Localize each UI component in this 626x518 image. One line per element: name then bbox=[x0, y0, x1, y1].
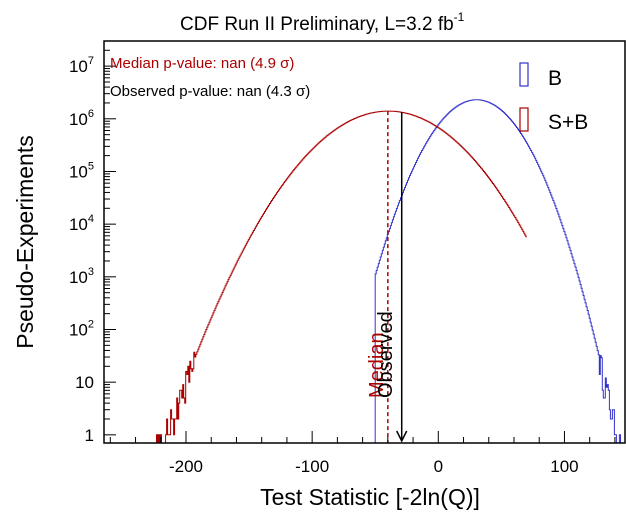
y-tick-label: 102 bbox=[69, 318, 94, 339]
y-tick-label: 106 bbox=[69, 108, 94, 129]
legend-label-b: B bbox=[548, 67, 562, 90]
x-tick-label: -200 bbox=[169, 457, 203, 476]
series-sb-line bbox=[129, 110, 527, 444]
chart-title: CDF Run II Preliminary, L=3.2 fb-1 bbox=[180, 10, 465, 35]
y-tick-label: 103 bbox=[69, 266, 94, 287]
y-tick-label: 1 bbox=[85, 426, 94, 445]
plot-frame bbox=[103, 40, 626, 444]
observed-label: Observed bbox=[375, 311, 397, 398]
x-tick-label: 0 bbox=[434, 457, 443, 476]
x-axis: -200 -100 0 100 bbox=[109, 431, 616, 476]
x-tick-label: 100 bbox=[550, 457, 578, 476]
x-tick-label: -100 bbox=[295, 457, 329, 476]
x-axis-label: Test Statistic [-2ln(Q)] bbox=[260, 484, 480, 510]
median-p-value-text: Median p-value: nan (4.9 σ) bbox=[110, 55, 294, 72]
y-axis: 1 10 102 103 104 105 106 107 bbox=[69, 40, 116, 445]
observed-arrow-icon bbox=[396, 430, 408, 443]
y-tick-label: 105 bbox=[69, 160, 94, 181]
y-tick-label: 104 bbox=[69, 213, 94, 234]
y-tick-label: 10 bbox=[75, 373, 94, 392]
series-group bbox=[129, 99, 626, 444]
legend-swatch-b bbox=[519, 62, 529, 87]
observed-p-value-text: Observed p-value: nan (4.3 σ) bbox=[110, 83, 310, 100]
y-axis-label: Pseudo-Experiments bbox=[12, 135, 38, 349]
legend-label-sb: S+B bbox=[548, 111, 588, 134]
marker-lines bbox=[387, 111, 408, 443]
legend: B S+B bbox=[519, 62, 588, 134]
median-label: Median bbox=[366, 332, 388, 398]
legend-swatch-sb bbox=[519, 107, 529, 132]
series-b-line bbox=[374, 99, 626, 444]
y-tick-label: 107 bbox=[69, 55, 94, 76]
